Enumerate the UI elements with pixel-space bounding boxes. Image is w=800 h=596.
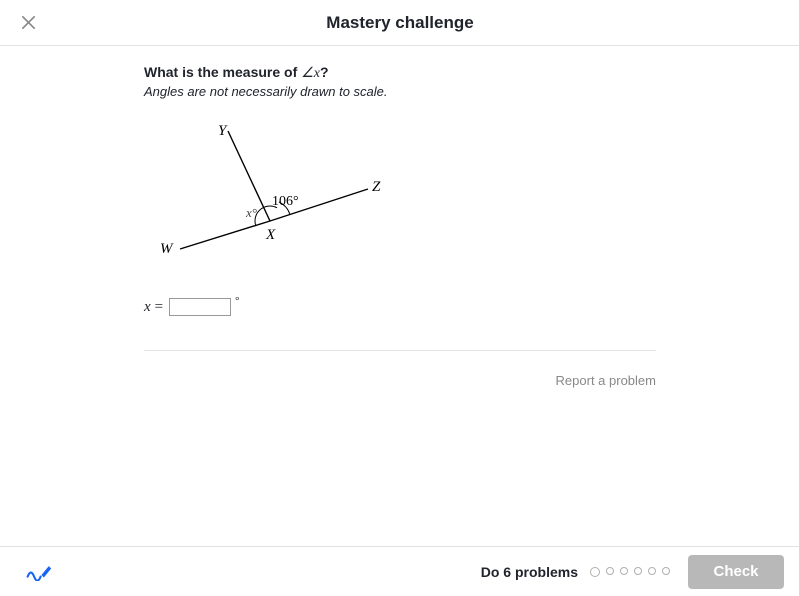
progress-dot — [634, 567, 642, 575]
angle-symbol: ∠ — [301, 66, 314, 81]
progress-dot — [662, 567, 670, 575]
angle-figure: W X Y Z 106° x° — [158, 117, 656, 272]
question-text: What is the measure of ∠x? — [144, 64, 656, 82]
degree-symbol: ° — [235, 295, 239, 307]
scratchpad-icon[interactable] — [26, 562, 52, 582]
progress-dots — [590, 567, 670, 577]
svg-text:W: W — [160, 241, 174, 257]
svg-text:Y: Y — [218, 123, 228, 139]
svg-text:X: X — [265, 227, 276, 243]
question-note: Angles are not necessarily drawn to scal… — [144, 84, 656, 99]
footer: Do 6 problems Check — [0, 546, 800, 596]
svg-text:Z: Z — [372, 179, 381, 195]
question-suffix: ? — [320, 64, 329, 80]
progress-dot — [620, 567, 628, 575]
equals-sign: = — [155, 299, 163, 316]
page-title: Mastery challenge — [0, 13, 800, 33]
question-prefix: What is the measure of — [144, 64, 301, 80]
progress-dot — [648, 567, 656, 575]
content: What is the measure of ∠x? Angles are no… — [0, 46, 800, 388]
header: Mastery challenge — [0, 0, 800, 46]
do-problems-label: Do 6 problems — [481, 564, 578, 580]
answer-var: x — [144, 299, 151, 316]
close-icon[interactable] — [20, 14, 37, 31]
answer-row: x = ° — [144, 298, 656, 316]
progress-dot — [590, 567, 600, 577]
report-problem-link[interactable]: Report a problem — [144, 373, 656, 388]
svg-text:x°: x° — [245, 205, 257, 220]
svg-text:106°: 106° — [272, 194, 299, 209]
check-button[interactable]: Check — [688, 555, 784, 589]
divider — [144, 350, 656, 351]
progress-dot — [606, 567, 614, 575]
answer-input[interactable] — [169, 298, 231, 316]
